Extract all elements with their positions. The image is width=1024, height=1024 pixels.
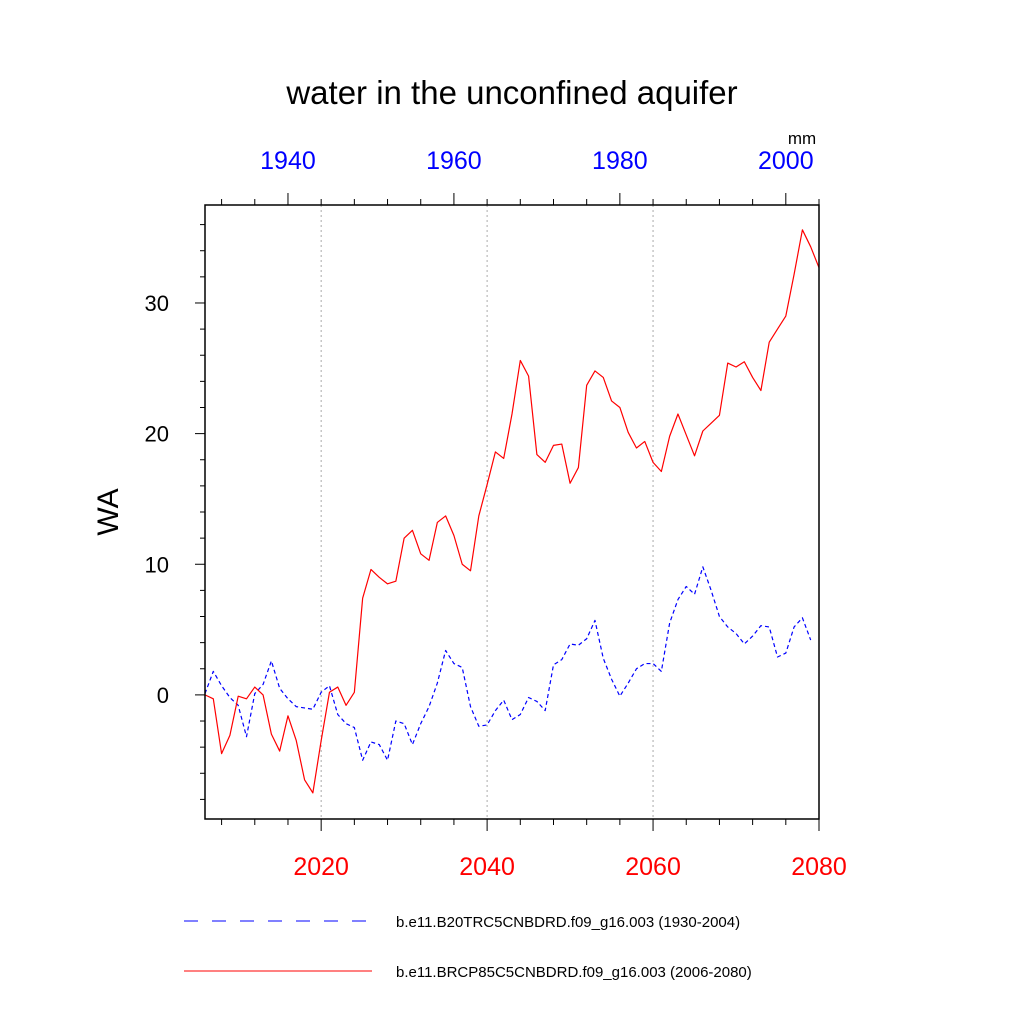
y-tick-label: 20 — [145, 422, 169, 447]
bottom-tick-label: 2080 — [791, 853, 847, 881]
top-tick-label: 2000 — [758, 147, 814, 175]
grid-lines — [320, 205, 654, 819]
series-line-1 — [204, 566, 812, 761]
axes: 0 10 20 30 2020 2040 2060 2080 1940 1960 1980 2000 — [145, 147, 847, 881]
legend-label-series-2: b.e11.BRCP85C5CNBDRD.f09_g16.003 (2006-2… — [396, 964, 752, 981]
series-lines — [204, 229, 820, 794]
plot-frame — [204, 204, 820, 820]
top-tick-label: 1940 — [260, 147, 316, 175]
top-tick-label: 1960 — [426, 147, 482, 175]
y-axis-label: WA — [92, 488, 125, 535]
y-tick-label: 10 — [145, 552, 169, 577]
chart-title: water in the unconfined aquifer — [285, 74, 737, 111]
top-tick-label: 1980 — [592, 147, 648, 175]
y-tick-label: 0 — [157, 683, 169, 708]
bottom-tick-label: 2020 — [293, 853, 349, 881]
legend: b.e11.B20TRC5CNBDRD.f09_g16.003 (1930-20… — [184, 914, 752, 981]
legend-label-series-1: b.e11.B20TRC5CNBDRD.f09_g16.003 (1930-20… — [396, 914, 740, 931]
bottom-tick-label: 2040 — [459, 853, 515, 881]
bottom-tick-label: 2060 — [625, 853, 681, 881]
units-label: mm — [788, 129, 816, 148]
y-tick-label: 30 — [145, 291, 169, 316]
series-line-2 — [204, 229, 820, 794]
